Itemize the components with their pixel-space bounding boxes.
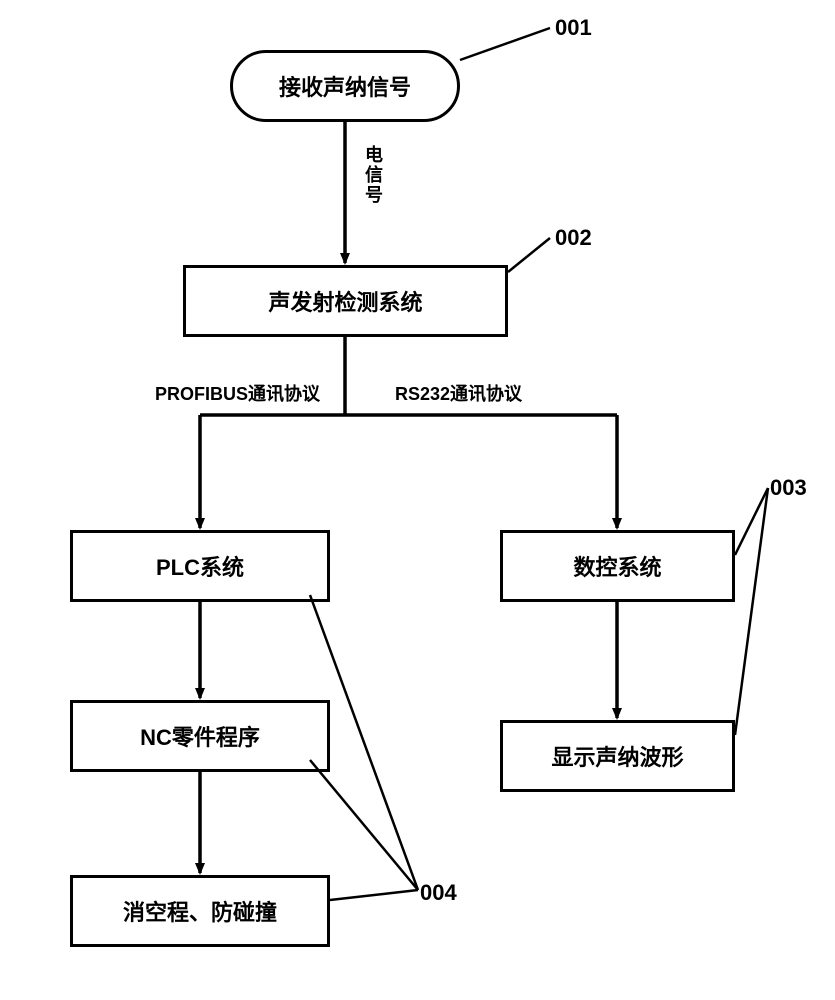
node-ae-detection-system: 声发射检测系统 (183, 265, 508, 337)
node-label: 接收声纳信号 (279, 70, 411, 102)
node-nc-program: NC零件程序 (70, 700, 330, 772)
edge-label-profibus: PROFIBUS通讯协议 (155, 380, 320, 406)
node-receive-sonar: 接收声纳信号 (230, 50, 460, 122)
connector-layer (0, 0, 835, 1000)
ref-003: 003 (770, 475, 807, 501)
node-label: 显示声纳波形 (551, 740, 683, 772)
node-anti-collision: 消空程、防碰撞 (70, 875, 330, 947)
ref-002: 002 (555, 225, 592, 251)
node-label: 声发射检测系统 (268, 285, 422, 317)
node-cnc-system: 数控系统 (500, 530, 735, 602)
edge-label-signal: 电信号 (360, 145, 386, 205)
leader-line (460, 28, 550, 60)
node-display-waveform: 显示声纳波形 (500, 720, 735, 792)
ref-004: 004 (420, 880, 457, 906)
node-label: NC零件程序 (140, 720, 260, 752)
node-label: 消空程、防碰撞 (123, 895, 277, 927)
leader-line (330, 890, 418, 900)
leader-line (735, 488, 768, 555)
leader-line (310, 760, 418, 890)
ref-001: 001 (555, 15, 592, 41)
node-plc-system: PLC系统 (70, 530, 330, 602)
edge-label-rs232: RS232通讯协议 (395, 380, 522, 406)
leader-line (508, 238, 550, 272)
leader-line (735, 488, 768, 735)
node-label: 数控系统 (573, 550, 661, 582)
node-label: PLC系统 (156, 550, 244, 582)
diagram-canvas: 接收声纳信号 声发射检测系统 PLC系统 数控系统 NC零件程序 显示声纳波形 … (0, 0, 835, 1000)
